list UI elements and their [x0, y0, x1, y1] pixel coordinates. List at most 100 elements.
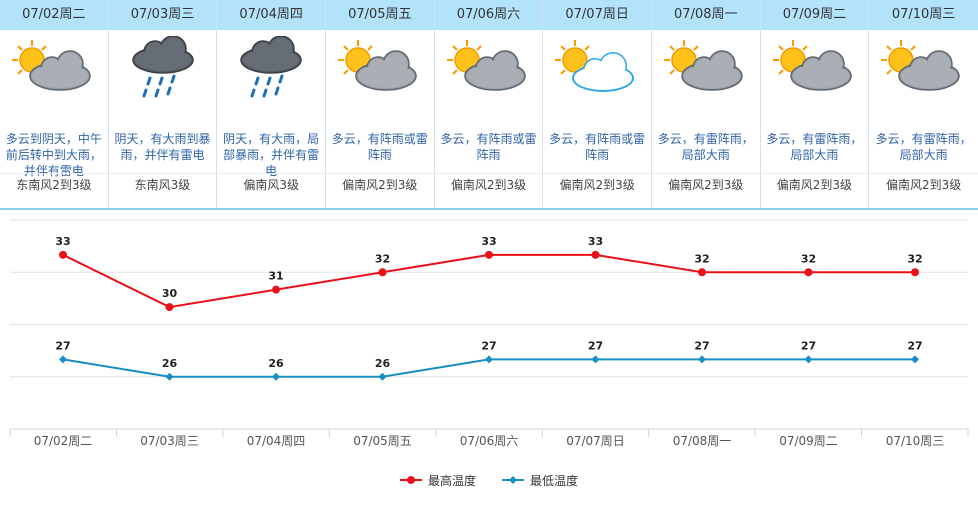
- forecast-strip: 07/02周二 多云到阴天，中午前后转中到大雨，并伴有雷电 东南风2到3级 07/03…: [0, 0, 978, 210]
- x-tick-label: 07/03周三: [140, 434, 199, 448]
- data-point[interactable]: [591, 250, 600, 259]
- data-point[interactable]: [698, 355, 706, 364]
- day-description: 阴天，有大雨到暴雨，并伴有雷电: [114, 132, 211, 162]
- forecast-day: 07/04周四阴天，有大雨，局部暴雨，并伴有雷电 偏南风3级: [217, 0, 326, 208]
- data-point[interactable]: [378, 268, 387, 277]
- legend-item-high[interactable]: 最高温度: [399, 472, 476, 489]
- day-wind: 偏南风2到3级: [434, 173, 543, 196]
- data-label: 32: [907, 252, 922, 265]
- day-date: 07/09周二: [760, 0, 869, 30]
- x-tick-label: 07/06周六: [460, 434, 519, 448]
- x-tick-label: 07/08周一: [673, 434, 732, 448]
- sun-white-cloud-icon: [551, 36, 643, 102]
- data-label: 26: [268, 357, 284, 370]
- data-label: 32: [375, 252, 390, 265]
- day-date: 07/08周一: [651, 0, 760, 30]
- sun-cloud-icon: [877, 36, 969, 102]
- data-label: 33: [588, 235, 603, 248]
- data-point[interactable]: [804, 268, 813, 277]
- forecast-day: 07/07周日 多云，有阵雨或雷阵雨偏南风2到3级: [543, 0, 652, 208]
- data-label: 26: [162, 357, 178, 370]
- day-date: 07/07周日: [543, 0, 651, 30]
- sun-cloud-icon: [443, 36, 535, 102]
- x-tick-label: 07/05周五: [353, 434, 412, 448]
- day-date: 07/03周三: [108, 0, 217, 30]
- data-point[interactable]: [59, 250, 67, 259]
- x-tick-label: 07/07周日: [566, 434, 625, 448]
- data-point[interactable]: [698, 268, 706, 277]
- data-point[interactable]: [804, 355, 813, 364]
- data-label: 33: [55, 235, 70, 248]
- day-description: 多云到阴天，中午前后转中到大雨，并伴有雷电: [5, 132, 102, 178]
- temperature-chart: 07/02周二 07/03周三 07/04周四 07/05周五 07/06周六 07/07…: [9, 219, 969, 448]
- day-date: 07/06周六: [434, 0, 543, 30]
- x-tick-label: 07/04周四: [247, 434, 306, 448]
- day-date: 07/05周五: [325, 0, 434, 30]
- data-point[interactable]: [165, 303, 174, 312]
- data-label: 33: [481, 235, 496, 248]
- data-point[interactable]: [591, 355, 600, 364]
- sun-cloud-icon: [660, 36, 752, 102]
- day-wind: 偏南风2到3级: [651, 173, 760, 196]
- data-point[interactable]: [911, 355, 919, 364]
- data-point[interactable]: [272, 285, 280, 294]
- day-wind: 偏南风3级: [217, 173, 325, 196]
- day-description: 多云，有雷阵雨，局部大雨: [657, 132, 754, 162]
- forecast-day: 07/03周三 阴天，有大雨到暴雨，并伴有雷电东南风3级: [108, 0, 218, 208]
- forecast-day: 07/10周三 多云，有雷阵雨，局部大雨偏南风2到3级: [869, 0, 978, 208]
- data-label: 32: [694, 252, 709, 265]
- day-date: 07/10周三: [869, 0, 978, 30]
- legend-high-marker: [399, 476, 422, 484]
- data-label: 27: [801, 339, 816, 352]
- sun-cloud-icon: [8, 36, 100, 102]
- data-label: 27: [694, 339, 709, 352]
- data-label: 27: [588, 339, 603, 352]
- day-date: 07/04周四: [217, 0, 325, 30]
- data-point[interactable]: [272, 372, 280, 381]
- data-label: 27: [907, 339, 922, 352]
- day-description: 多云，有阵雨或雷阵雨: [440, 132, 537, 162]
- data-label: 27: [55, 339, 70, 352]
- forecast-day: 07/02周二多云到阴天，中午前后转中到大雨，并伴有雷电 东南风2到3级: [0, 0, 109, 208]
- day-wind: 偏南风2到3级: [869, 173, 978, 196]
- heavy-rain-icon: [225, 35, 317, 102]
- day-wind: 东南风2到3级: [0, 173, 108, 196]
- legend-low-marker: [502, 476, 524, 484]
- legend-low-label: 最低温度: [530, 473, 579, 488]
- data-label: 30: [162, 287, 178, 300]
- sun-cloud-icon: [769, 36, 861, 102]
- x-tick-label: 07/02周二: [34, 434, 93, 448]
- data-point[interactable]: [378, 372, 387, 381]
- x-tick-label: 07/10周三: [886, 434, 945, 448]
- forecast-day: 07/06周六 多云，有阵雨或雷阵雨偏南风2到3级: [434, 0, 544, 208]
- data-point[interactable]: [911, 268, 919, 277]
- data-label: 31: [268, 270, 283, 283]
- day-wind: 东南风3级: [108, 173, 217, 196]
- forecast-day: 07/05周五 多云，有阵雨或雷阵雨偏南风2到3级: [325, 0, 435, 208]
- chart-legend: 最高温度 最低温度: [0, 470, 978, 490]
- forecast-day: 07/09周二 多云，有雷阵雨，局部大雨偏南风2到3级: [760, 0, 870, 208]
- series-line: [62, 253, 915, 309]
- data-point[interactable]: [485, 250, 493, 259]
- day-wind: 偏南风2到3级: [760, 173, 869, 196]
- data-label: 32: [801, 252, 816, 265]
- day-wind: 偏南风2到3级: [325, 173, 434, 196]
- legend-high-label: 最高温度: [427, 473, 476, 488]
- day-date: 07/02周二: [0, 0, 108, 30]
- data-point[interactable]: [165, 372, 174, 381]
- data-label: 26: [375, 357, 391, 370]
- day-description: 阴天，有大雨，局部暴雨，并伴有雷电: [223, 132, 320, 178]
- data-point[interactable]: [485, 355, 493, 364]
- data-point[interactable]: [59, 355, 67, 364]
- forecast-day: 07/08周一 多云，有雷阵雨，局部大雨偏南风2到3级: [651, 0, 761, 208]
- data-label: 27: [481, 339, 496, 352]
- sun-cloud-icon: [334, 36, 426, 102]
- day-wind: 偏南风2到3级: [543, 173, 651, 196]
- heavy-rain-icon: [117, 35, 209, 102]
- x-tick-label: 07/09周二: [779, 434, 838, 448]
- day-description: 多云，有阵雨或雷阵雨: [549, 132, 646, 162]
- day-description: 多云，有阵雨或雷阵雨: [331, 132, 428, 162]
- legend-item-low[interactable]: 最低温度: [502, 472, 578, 489]
- day-description: 多云，有雷阵雨，局部大雨: [875, 132, 972, 162]
- day-description: 多云，有雷阵雨，局部大雨: [766, 132, 863, 162]
